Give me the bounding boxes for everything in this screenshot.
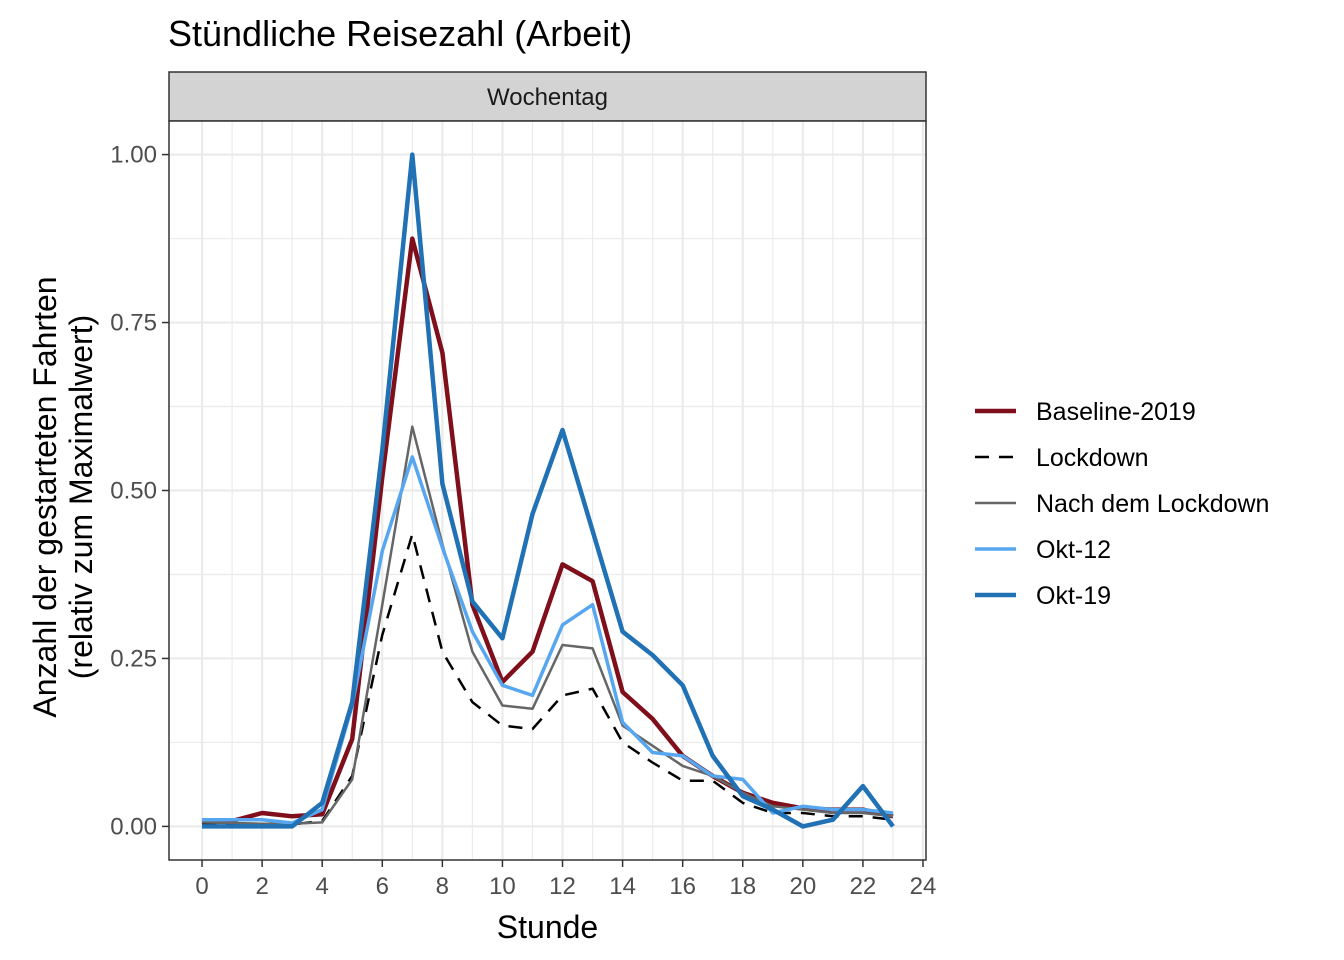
chart-title: Stündliche Reisezahl (Arbeit) [168,13,632,54]
x-tick-label: 24 [910,873,937,900]
legend-label-okt-12: Okt-12 [1036,536,1111,564]
legend: Baseline-2019 Lockdown Nach dem Lockdown Ok… [975,398,1269,610]
x-tick-label: 6 [376,873,389,900]
y-axis-title: Anzahl der gestarteten Fahrten (relativ … [27,276,99,717]
series-lines [201,152,895,829]
x-tick-label: 4 [316,873,329,900]
x-tick-label: 14 [609,873,636,900]
plot-panel [168,120,927,861]
y-axis-title-line-1: Anzahl der gestarteten Fahrten [27,276,63,717]
y-axis-title-line-2: (relativ zum Maximalwert) [63,315,99,679]
x-tick-label: 16 [669,873,696,900]
x-tick-label: 0 [195,873,208,900]
y-tick-label: 0.25 [110,645,157,672]
y-tick-label: 1.00 [110,142,157,169]
x-tick-label: 2 [255,873,268,900]
series-line-okt-19 [202,152,895,829]
legend-label-baseline-2019: Baseline-2019 [1036,398,1196,426]
x-tick-label: 20 [789,873,816,900]
x-tick-label: 22 [850,873,877,900]
x-tick-label: 12 [549,873,576,900]
series-line-nach-dem-lockdown [201,425,894,825]
y-axis: 0.00 0.25 0.50 0.75 1.00 [110,142,169,840]
facet-strip [168,71,927,122]
series-line-baseline-2019 [201,236,894,826]
x-tick-label: 8 [436,873,449,900]
x-tick-label: 10 [489,873,516,900]
y-tick-label: 0.00 [110,813,157,840]
legend-label-lockdown: Lockdown [1036,444,1149,472]
y-tick-label: 0.50 [110,478,157,505]
y-tick-label: 0.75 [110,310,157,337]
x-axis-title: Stunde [497,909,598,945]
legend-label-okt-19: Okt-19 [1036,582,1111,610]
x-tick-label: 18 [729,873,756,900]
x-axis: 0 2 4 6 8 10 12 14 16 18 20 22 24 [195,860,936,900]
legend-label-nach-dem-lockdown: Nach dem Lockdown [1036,490,1269,518]
facet-label: Wochentag [487,84,608,111]
